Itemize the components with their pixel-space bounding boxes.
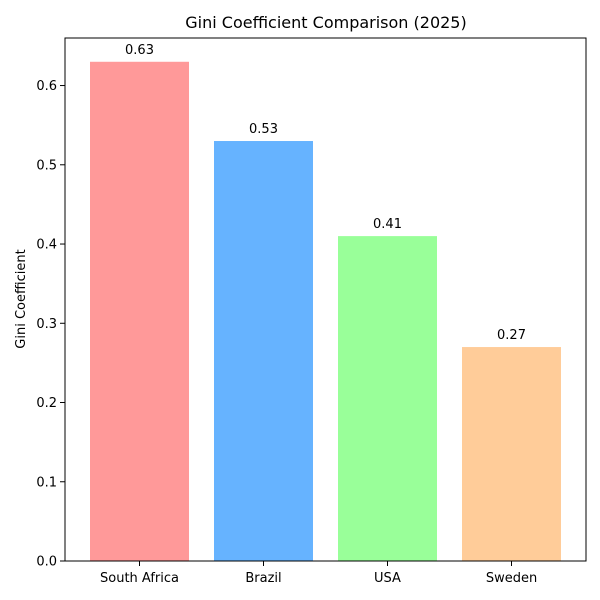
x-tick-label: Sweden <box>486 571 537 586</box>
y-axis-label: Gini Coefficient <box>14 249 29 348</box>
y-tick-label: 0.0 <box>36 555 57 570</box>
y-tick-label: 0.5 <box>36 158 57 173</box>
y-tick-label: 0.4 <box>36 238 57 253</box>
bar-value-label: 0.53 <box>249 122 278 137</box>
bar-usa <box>338 236 437 561</box>
bar-brazil <box>214 141 313 562</box>
bar-value-label: 0.41 <box>373 217 402 232</box>
y-tick-label: 0.1 <box>36 475 57 490</box>
plot-area: 0.0 0.1 0.2 0.3 0.4 0.5 0.6 0.63 South Africa 0.5… <box>36 43 561 586</box>
bar-sweden <box>462 347 561 561</box>
y-tick-label: 0.6 <box>36 79 57 94</box>
x-tick-label: USA <box>374 571 401 586</box>
y-tick-label: 0.2 <box>36 396 57 411</box>
x-tick-label: Brazil <box>245 571 281 586</box>
bar-value-label: 0.27 <box>497 328 526 343</box>
chart-title: Gini Coefficient Comparison (2025) <box>185 13 466 32</box>
x-tick-label: South Africa <box>100 571 179 586</box>
y-tick-label: 0.3 <box>36 317 57 332</box>
plot-frame <box>64 37 587 562</box>
bar-south-africa <box>90 61 189 561</box>
bar-value-label: 0.63 <box>125 43 154 58</box>
